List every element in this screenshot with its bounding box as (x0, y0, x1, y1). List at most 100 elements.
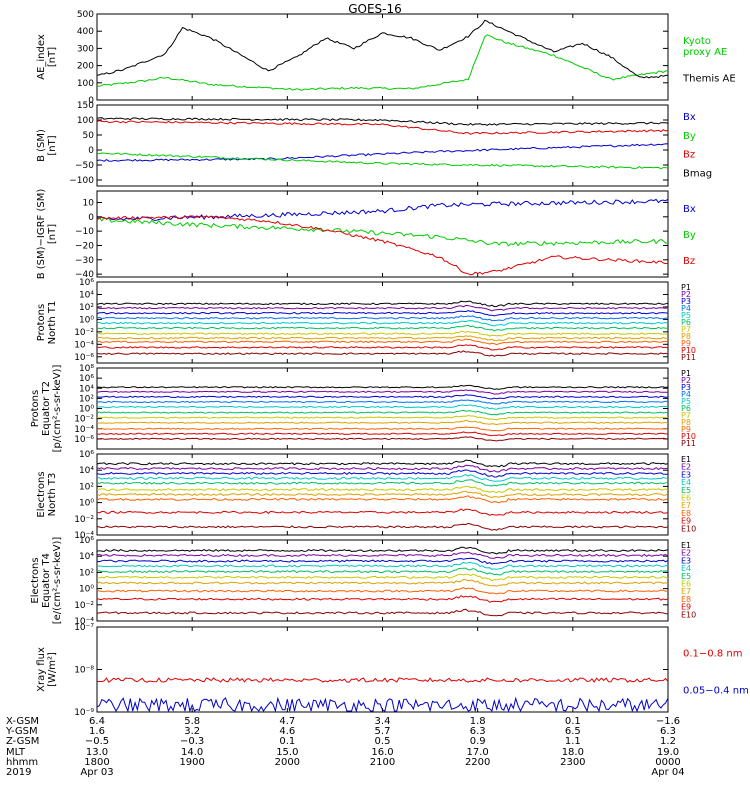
series-line-e10 (96, 608, 669, 617)
series-line-bz (96, 215, 669, 276)
series-line-kyoto-proxy-ae (96, 34, 669, 92)
series-line-p7 (96, 414, 669, 421)
x-axis-value: 6.3 (660, 726, 676, 737)
x-axis-value: 5.8 (184, 716, 200, 727)
y-tick-label: 10⁸ (79, 364, 94, 374)
legend-label-e2: E2 (681, 463, 691, 472)
series-line-e1 (96, 546, 669, 555)
y-axis-label: Equator T2 (41, 381, 52, 436)
x-axis-value: 5.7 (375, 726, 391, 737)
legend-label-p9: P9 (681, 425, 691, 434)
legend-label-e4: E4 (681, 478, 691, 487)
y-axis-label: [nT] (47, 47, 58, 67)
panel-1-frame (96, 13, 669, 101)
y-tick-label: 0 (88, 146, 94, 156)
y-tick-label: 10⁴ (79, 384, 94, 394)
y-tick-label: 10⁻² (74, 415, 94, 425)
y-axis-label: North T3 (47, 473, 58, 517)
series-line-e3 (96, 557, 669, 565)
series-line-e8 (96, 587, 669, 595)
series-line-e6 (96, 573, 669, 582)
y-tick-label: 10² (79, 394, 94, 404)
legend-label-e9: E9 (681, 517, 691, 526)
y-tick-label: −50 (75, 161, 94, 171)
legend-label: By (683, 131, 696, 142)
series-line-p1 (96, 384, 669, 390)
x-axis-value: 2000 (275, 757, 300, 768)
x-axis-value: 1.1 (565, 736, 581, 747)
x-axis-value: 0000 (655, 757, 680, 768)
y-tick-label: 10⁻⁶ (74, 435, 94, 445)
series-line-p8 (96, 419, 669, 426)
y-tick-label: 10⁻⁴ (74, 531, 94, 541)
x-axis-value: Apr 04 (651, 767, 684, 778)
legend-label-p2: P2 (681, 376, 691, 385)
y-axis-label: Protons (36, 304, 47, 341)
y-axis-label: AE_index (36, 34, 47, 80)
series-line-e4 (96, 561, 669, 570)
y-axis-label: Electrons (30, 557, 41, 603)
series-line-p3 (96, 310, 669, 317)
legend-label-e6: E6 (681, 494, 691, 503)
legend-label-e8: E8 (681, 509, 691, 518)
x-axis-value: 6.3 (470, 726, 486, 737)
y-tick-label: 0 (88, 213, 94, 223)
legend-label-p5: P5 (681, 311, 691, 320)
series-line-0-05-0-4-nm (96, 696, 669, 713)
x-axis-value: 13.0 (86, 747, 108, 758)
y-tick-label: 10⁻⁴ (74, 340, 94, 350)
y-tick-label: 10² (79, 482, 94, 492)
legend-label-p5: P5 (681, 397, 691, 406)
y-tick-label: 10⁰ (79, 315, 94, 325)
chart-title: GOES-16 (348, 2, 402, 16)
y-tick-label: −40 (75, 270, 94, 280)
legend-label: 0.05−0.4 nm (683, 686, 749, 697)
x-axis-value: Apr 03 (80, 767, 113, 778)
y-axis-label: Protons (30, 390, 41, 427)
series-line-p9 (96, 338, 669, 346)
y-tick-label: −30 (75, 256, 94, 266)
y-axis-label: Electrons (36, 471, 47, 517)
y-tick-label: 10 (83, 198, 95, 208)
x-axis-value: 6.4 (89, 716, 105, 727)
y-axis-label: [nT] (47, 135, 58, 155)
series-line-e2 (96, 551, 669, 559)
panel-7-frame (96, 539, 669, 622)
y-axis-label: [e/(cm²-s-sr-keV)] (52, 537, 63, 625)
y-tick-label: 10⁰ (79, 499, 94, 509)
x-axis-value: 4.7 (279, 716, 295, 727)
legend-label-p4: P4 (681, 390, 691, 399)
y-tick-label: 10⁴ (79, 552, 94, 562)
y-tick-label: 10⁻⁶ (74, 353, 94, 363)
x-axis-value: 0.1 (279, 736, 295, 747)
series-line-p8 (97, 335, 669, 342)
y-tick-label: 10⁶ (79, 536, 94, 546)
legend-label-p9: P9 (681, 339, 691, 348)
legend-label: Themis AE (682, 73, 736, 84)
series-line-e10 (96, 522, 669, 531)
y-tick-label: 10⁰ (79, 405, 94, 415)
series-line-p10 (96, 431, 669, 437)
y-tick-label: 300 (77, 44, 94, 54)
y-axis-label: [nT] (47, 224, 58, 244)
legend-label-e2: E2 (681, 549, 691, 558)
series-line-0-1-0-8-nm (96, 677, 669, 683)
series-line-e4 (96, 474, 669, 482)
y-tick-label: 100 (77, 79, 94, 89)
legend-label: Bx (683, 204, 696, 215)
legend-label-e7: E7 (681, 587, 691, 596)
series-line-p6 (96, 324, 669, 332)
panel-4-frame (96, 281, 669, 364)
legend-label-e1: E1 (681, 541, 691, 550)
series-line-e7 (96, 578, 669, 587)
y-axis-label: [W/m²] (47, 652, 58, 687)
x-axis-value: 1.2 (660, 736, 676, 747)
y-axis-label: North T1 (47, 301, 58, 345)
legend-label-p7: P7 (681, 411, 691, 420)
x-axis-value: 1900 (179, 757, 204, 768)
y-tick-label: 10² (79, 568, 94, 578)
series-line-p4 (96, 399, 669, 405)
x-axis-value: 15.0 (276, 747, 298, 758)
series-line-themis-ae (96, 19, 669, 79)
legend-label-p2: P2 (681, 290, 691, 299)
